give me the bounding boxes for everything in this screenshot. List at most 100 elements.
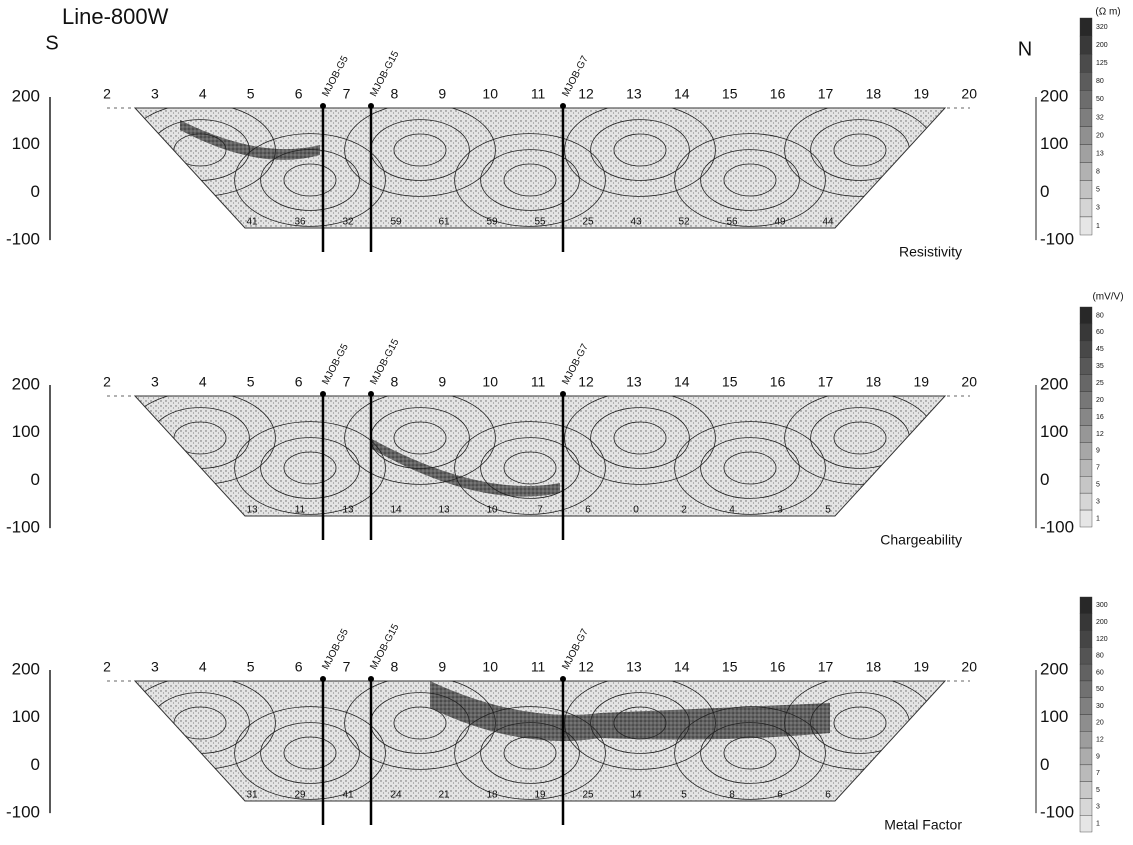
depth-tick-label: -100 — [6, 518, 40, 537]
contour-label: 14 — [630, 790, 642, 801]
title: Line-800W — [62, 4, 169, 29]
station-label: 7 — [343, 86, 351, 102]
legend-label: 7 — [1096, 770, 1100, 777]
page: Line-800W S N 20020010010000-100-1002345… — [0, 0, 1133, 840]
station-label: 4 — [199, 374, 207, 390]
station-label: 18 — [866, 659, 882, 675]
panel-name: Metal Factor — [884, 817, 962, 833]
legend-swatch — [1080, 815, 1092, 832]
legend-label: 3 — [1096, 804, 1100, 811]
legend-label: 12 — [1096, 737, 1104, 744]
depth-tick-label: 100 — [1040, 707, 1068, 726]
legend-label: 125 — [1096, 60, 1108, 67]
contour-label: 59 — [390, 217, 402, 228]
station-label: 14 — [674, 659, 690, 675]
contour-label: 2 — [681, 505, 687, 516]
well-head — [368, 103, 374, 109]
station-label: 14 — [674, 374, 690, 390]
station-label: 6 — [295, 86, 303, 102]
legend-swatch — [1080, 798, 1092, 815]
legend-label: 32 — [1096, 114, 1104, 121]
section-panel: 20020010010000-100-100234567891011121314… — [6, 7, 1121, 260]
depth-tick-label: 200 — [12, 659, 40, 678]
station-label: 18 — [866, 86, 882, 102]
legend-label: 20 — [1096, 397, 1104, 404]
legend-label: 20 — [1096, 132, 1104, 139]
legend-label: 60 — [1096, 329, 1104, 336]
north-label: N — [1018, 38, 1032, 60]
legend-swatch — [1080, 614, 1092, 631]
legend-label: 80 — [1096, 312, 1104, 319]
contour-label: 8 — [729, 790, 735, 801]
depth-tick-label: 0 — [1040, 470, 1049, 489]
station-label: 8 — [391, 374, 399, 390]
station-label: 9 — [438, 86, 446, 102]
contour-label: 6 — [777, 790, 783, 801]
legend-swatch — [1080, 72, 1092, 90]
figure: Line-800W S N 20020010010000-100-1002345… — [0, 0, 1133, 840]
contour-label: 11 — [295, 505, 306, 516]
well-head — [368, 676, 374, 682]
contour-label: 5 — [681, 790, 687, 801]
depth-tick-label: 100 — [1040, 134, 1068, 153]
depth-tick-label: 100 — [12, 134, 40, 153]
well-head — [320, 103, 326, 109]
legend-label: 50 — [1096, 96, 1104, 103]
depth-tick-label: 200 — [1040, 86, 1068, 105]
legend-swatch — [1080, 54, 1092, 72]
depth-tick-label: 100 — [12, 422, 40, 441]
legend-label: 5 — [1096, 787, 1100, 794]
contour-label: 36 — [294, 217, 306, 228]
contour-label: 32 — [342, 217, 354, 228]
contour-label: 14 — [390, 505, 402, 516]
depth-tick-label: 200 — [1040, 659, 1068, 678]
legend-swatch — [1080, 476, 1092, 493]
legend-label: 3 — [1096, 498, 1100, 505]
legend-swatch — [1080, 18, 1092, 36]
legend-label: 60 — [1096, 669, 1104, 676]
contour-label: 43 — [630, 217, 642, 228]
station-label: 16 — [770, 659, 786, 675]
legend-label: 13 — [1096, 150, 1104, 157]
legend-label: 25 — [1096, 380, 1104, 387]
contour-label: 6 — [585, 505, 591, 516]
station-label: 17 — [818, 659, 834, 675]
depth-tick-label: -100 — [1040, 230, 1074, 249]
legend-swatch — [1080, 715, 1092, 732]
legend-swatch — [1080, 375, 1092, 392]
contour-label: 61 — [438, 217, 450, 228]
legend-swatch — [1080, 647, 1092, 664]
legend-label: 5 — [1096, 187, 1100, 194]
panel-name: Chargeability — [880, 532, 962, 548]
contour-label: 6 — [825, 790, 831, 801]
contour-label: 56 — [726, 217, 738, 228]
legend-label: 9 — [1096, 753, 1100, 760]
contour-label: 19 — [534, 790, 546, 801]
depth-tick-label: 0 — [31, 182, 40, 201]
legend-swatch — [1080, 409, 1092, 426]
legend-label: 8 — [1096, 169, 1100, 176]
depth-tick-label: -100 — [1040, 518, 1074, 537]
contour-label: 31 — [246, 790, 258, 801]
depth-tick-label: 200 — [1040, 374, 1068, 393]
legend-swatch — [1080, 217, 1092, 235]
contour-label: 10 — [486, 505, 498, 516]
station-label: 3 — [151, 374, 159, 390]
legend-swatch — [1080, 163, 1092, 181]
contour-label: 41 — [342, 790, 354, 801]
well-head — [320, 676, 326, 682]
legend-label: 16 — [1096, 414, 1104, 421]
contour-label: 49 — [774, 217, 786, 228]
contour-label: 25 — [582, 790, 594, 801]
legend-swatch — [1080, 425, 1092, 442]
legend-swatch — [1080, 108, 1092, 126]
station-label: 9 — [438, 659, 446, 675]
legend-swatch — [1080, 442, 1092, 459]
legend-label: 1 — [1096, 223, 1100, 230]
legend-swatch — [1080, 324, 1092, 341]
station-label: 13 — [626, 86, 642, 102]
legend-label: 200 — [1096, 42, 1108, 49]
station-label: 11 — [531, 374, 546, 390]
station-label: 7 — [343, 374, 351, 390]
legend-label: 45 — [1096, 346, 1104, 353]
